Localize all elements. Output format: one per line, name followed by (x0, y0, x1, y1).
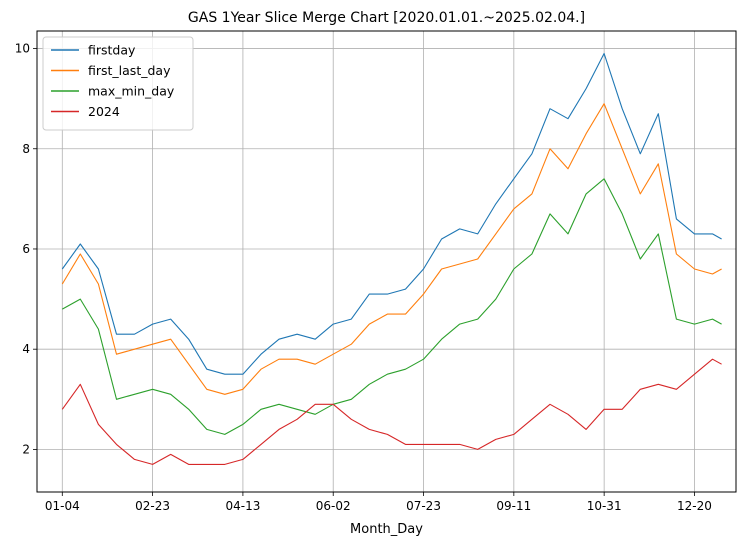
x-axis: 01-04 02-23 04-13 06-02 07-23 09-11 10-31 12-20 (45, 492, 712, 513)
legend: firstday first_last_day max_min_day 2024 (42, 36, 194, 131)
plot-frame (36, 30, 737, 493)
grid (37, 31, 736, 492)
series-line-first-last-day (61, 103, 722, 395)
series-lines (61, 52, 722, 465)
x-tick-label: 04-13 (225, 499, 260, 513)
y-axis: 2 4 6 8 10 (15, 42, 37, 456)
series-line-max-min-day (62, 178, 722, 435)
legend-label: 2024 (88, 104, 120, 119)
series-line-firstday (61, 52, 722, 375)
x-tick-label: 09-11 (496, 499, 531, 513)
legend-label: firstday (88, 43, 136, 58)
series-line-2024 (61, 358, 722, 465)
x-tick-label: 10-31 (587, 499, 622, 513)
x-tick-label: 06-02 (316, 499, 351, 513)
x-tick-label: 01-04 (45, 499, 80, 513)
y-tick-label: 4 (22, 342, 30, 356)
y-tick-label: 10 (15, 42, 30, 56)
x-tick-label: 12-20 (677, 499, 712, 513)
y-tick-label: 2 (22, 442, 30, 456)
legend-label: max_min_day (88, 84, 175, 99)
chart-title: GAS 1Year Slice Merge Chart [2020.01.01.… (188, 10, 585, 26)
x-axis-label: Month_Day (350, 522, 423, 537)
x-tick-label: 02-23 (135, 499, 170, 513)
legend-box (42, 36, 194, 131)
legend-label: first_last_day (88, 63, 171, 78)
y-tick-label: 8 (22, 142, 30, 156)
y-tick-label: 6 (22, 242, 30, 256)
x-tick-label: 07-23 (406, 499, 441, 513)
